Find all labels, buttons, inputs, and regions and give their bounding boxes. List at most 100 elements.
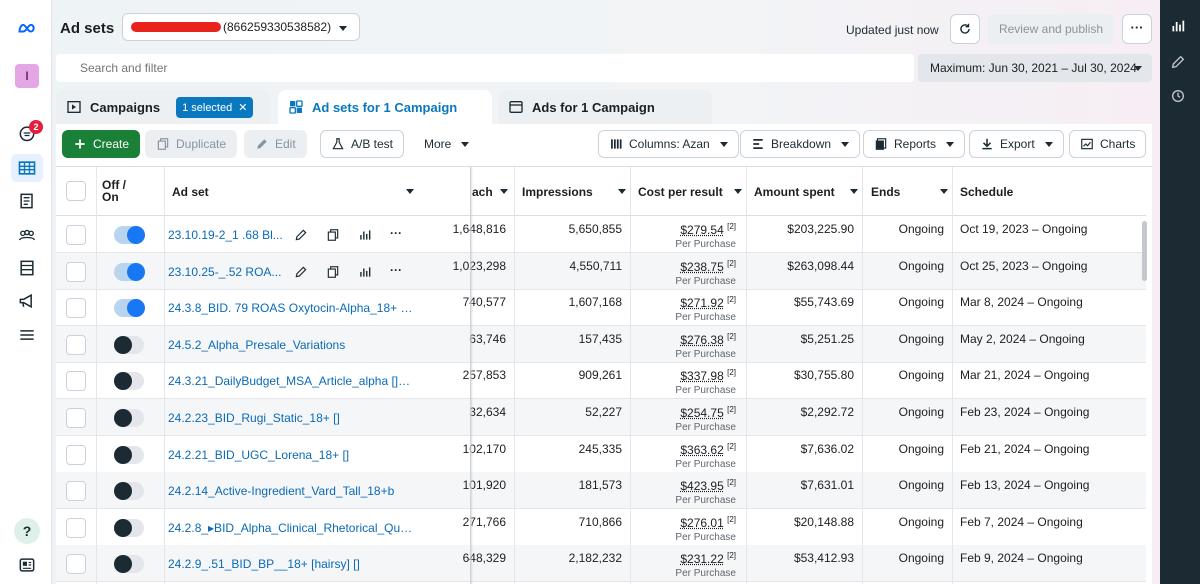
ab-test-button[interactable]: A/B test <box>320 130 405 158</box>
adset-name-link[interactable]: 24.2.9_.51_BID_BP__18+ [hairsy] [] <box>168 557 360 572</box>
columns-dropdown[interactable]: Columns: Azan <box>598 130 739 158</box>
delivery-toggle[interactable] <box>114 445 144 464</box>
row-checkbox[interactable] <box>66 261 86 282</box>
tab-ad-sets[interactable]: Ad sets for 1 Campaign <box>278 90 492 124</box>
selected-chip[interactable]: 1 selected ✕ <box>176 96 254 118</box>
chart-icon[interactable] <box>358 265 372 279</box>
chart-icon[interactable] <box>1170 18 1190 38</box>
pencil-icon[interactable] <box>1170 54 1190 74</box>
delivery-toggle[interactable] <box>114 262 145 281</box>
cpr-value[interactable]: $254.75 <box>680 406 724 420</box>
help-icon[interactable]: ? <box>14 518 40 544</box>
delivery-toggle[interactable] <box>114 555 144 574</box>
create-button[interactable]: Create <box>62 130 141 158</box>
select-all-checkbox[interactable] <box>66 181 86 201</box>
advertise-icon[interactable] <box>14 288 40 314</box>
campaigns-icon[interactable] <box>14 188 40 214</box>
chevron-down-icon[interactable] <box>940 189 948 194</box>
cpr-value[interactable]: $276.38 <box>680 332 724 347</box>
date-range-picker[interactable]: Maximum: Jun 30, 2021 – Jul 30, 2024 <box>918 54 1152 82</box>
menu-icon[interactable] <box>14 322 40 348</box>
adset-name-link[interactable]: 24.3.21_DailyBudget_MSA_Article_alpha []… <box>168 374 414 389</box>
history-icon[interactable] <box>1170 88 1190 108</box>
row-checkbox[interactable] <box>66 554 86 575</box>
row-checkbox[interactable] <box>66 334 86 355</box>
table-row[interactable]: 24.3.21_DailyBudget_MSA_Article_alpha []… <box>56 362 1146 400</box>
cpr-value[interactable]: $279.54 <box>680 223 724 237</box>
row-checkbox[interactable] <box>66 298 86 319</box>
table-row[interactable]: 24.2.9_.51_BID_BP__18+ [hairsy] [] 648,32… <box>56 545 1146 583</box>
more-icon[interactable]: ··· <box>390 262 402 277</box>
chevron-down-icon[interactable] <box>734 189 742 194</box>
search-input[interactable] <box>56 54 914 82</box>
adset-name-link[interactable]: 24.2.23_BID_Rugi_Static_18+ [] <box>168 411 340 425</box>
avatar[interactable]: I <box>15 64 39 88</box>
adset-name-link[interactable]: 23.10.19-2_1 .68 Bl... <box>168 228 283 242</box>
delivery-toggle[interactable] <box>114 409 144 427</box>
row-checkbox[interactable] <box>66 517 86 538</box>
adset-name-link[interactable]: 24.3.8_BID. 79 ROAS Oxytocin-Alpha_18+ [… <box>168 301 414 316</box>
table-row[interactable]: 24.2.8_▸BID_Alpha_Clinical_Rhetorical_Qu… <box>56 509 1146 546</box>
chevron-down-icon[interactable] <box>406 189 414 194</box>
adset-name-link[interactable]: 24.2.8_▸BID_Alpha_Clinical_Rhetorical_Qu… <box>168 520 414 535</box>
chevron-down-icon[interactable] <box>850 189 858 194</box>
row-checkbox[interactable] <box>66 225 86 245</box>
table-row[interactable]: 23.10.19-2_1 .68 Bl... ··· 1,648,816 5,650,… <box>56 216 1146 253</box>
delivery-toggle[interactable] <box>114 518 144 537</box>
adset-name-link[interactable]: 24.2.14_Active-Ingredient_Vard_Tall_18+b <box>168 484 395 499</box>
refresh-button[interactable] <box>950 14 980 44</box>
delivery-toggle[interactable] <box>114 482 144 501</box>
col-reach-header[interactable]: ach <box>472 185 493 199</box>
chevron-down-icon[interactable] <box>500 189 508 194</box>
breakdown-dropdown[interactable]: Breakdown <box>740 130 861 158</box>
reports-dropdown[interactable]: Reports <box>863 130 966 158</box>
adset-name-link[interactable]: 24.2.21_BID_UGC_Lorena_18+ [] <box>168 447 350 462</box>
pencil-icon[interactable] <box>294 228 308 242</box>
duplicate-icon[interactable] <box>326 265 340 279</box>
tab-campaigns[interactable]: Campaigns 1 selected ✕ <box>56 90 270 124</box>
more-options-button[interactable]: ··· <box>1122 14 1152 44</box>
adset-name-link[interactable]: 24.5.2_Alpha_Presale_Variations <box>168 337 346 352</box>
row-checkbox[interactable] <box>66 481 86 502</box>
delivery-toggle[interactable] <box>114 335 144 354</box>
delivery-toggle[interactable] <box>114 299 145 318</box>
review-and-publish-button[interactable]: Review and publish <box>988 14 1114 44</box>
more-dropdown[interactable]: More <box>414 130 480 158</box>
row-checkbox[interactable] <box>66 371 86 392</box>
search-bar[interactable] <box>56 54 914 82</box>
col-impressions-header[interactable]: Impressions <box>522 185 593 199</box>
cpr-value[interactable]: $238.75 <box>680 259 724 274</box>
cpr-value[interactable]: $271.92 <box>680 296 724 311</box>
tab-ads[interactable]: Ads for 1 Campaign <box>498 90 712 124</box>
cpr-value[interactable]: $231.22 <box>680 552 724 567</box>
table-row[interactable]: 24.2.21_BID_UGC_Lorena_18+ [] 102,170 245,… <box>56 436 1146 473</box>
vertical-scrollbar[interactable] <box>1142 221 1147 281</box>
adset-name-link[interactable]: 23.10.25-_.52 ROA... <box>168 264 282 279</box>
cpr-value[interactable]: $423.95 <box>680 479 724 494</box>
row-checkbox[interactable] <box>66 408 86 428</box>
audiences-icon[interactable] <box>14 222 40 248</box>
pencil-icon[interactable] <box>294 265 308 279</box>
duplicate-button[interactable]: Duplicate <box>145 130 238 158</box>
table-row[interactable]: 24.2.23_BID_Rugi_Static_18+ [] 32,634 52,2… <box>56 399 1146 436</box>
chevron-down-icon[interactable] <box>618 189 626 194</box>
delivery-toggle[interactable] <box>114 226 145 244</box>
chart-icon[interactable] <box>358 228 372 242</box>
col-spent-header[interactable]: Amount spent <box>754 185 835 199</box>
table-row[interactable]: 24.5.2_Alpha_Presale_Variations 63,746 157… <box>56 325 1146 363</box>
table-row[interactable]: 24.3.8_BID. 79 ROAS Oxytocin-Alpha_18+ [… <box>56 289 1146 327</box>
col-schedule-header[interactable]: Schedule <box>960 185 1014 199</box>
delivery-toggle[interactable] <box>114 372 144 391</box>
row-checkbox[interactable] <box>66 444 86 465</box>
export-dropdown[interactable]: Export <box>969 130 1064 158</box>
cpr-value[interactable]: $276.01 <box>680 515 724 530</box>
news-icon[interactable] <box>14 552 40 578</box>
cpr-value[interactable]: $337.98 <box>680 369 724 384</box>
duplicate-icon[interactable] <box>326 228 340 242</box>
account-selector[interactable]: (866259330538582) <box>122 13 360 41</box>
col-ends-header[interactable]: Ends <box>871 185 901 199</box>
table-row[interactable]: 23.10.25-_.52 ROA... ··· 1,023,298 4,550,71… <box>56 252 1146 290</box>
edit-button[interactable]: Edit <box>244 130 307 158</box>
billing-icon[interactable] <box>14 255 40 281</box>
cpr-value[interactable]: $363.62 <box>680 442 724 457</box>
